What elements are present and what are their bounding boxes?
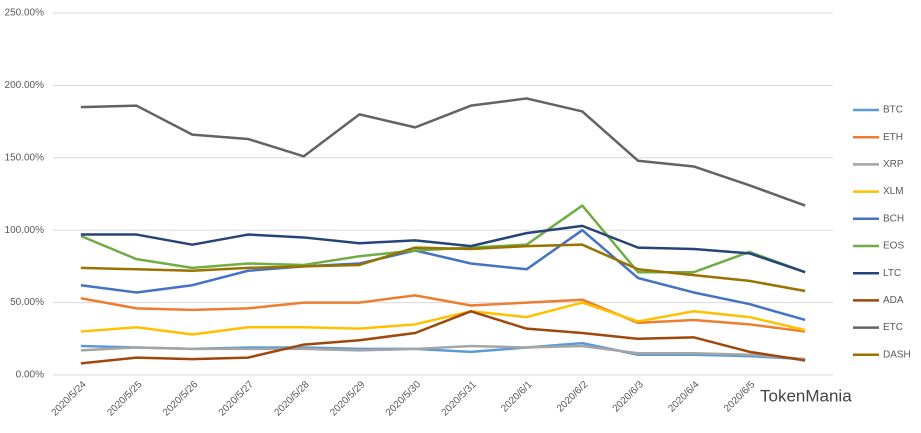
- series-line: [80, 341, 806, 361]
- legend-label: XLM: [883, 186, 904, 197]
- x-tick-label: 2020/6/4: [666, 379, 702, 415]
- x-tick-label: 2020/5/26: [161, 379, 201, 419]
- x-tick-label: 2020/6/2: [555, 379, 591, 415]
- y-tick-label: 250.00%: [5, 8, 45, 19]
- x-tick-label: 2020/5/27: [217, 379, 257, 419]
- x-tick-label: 2020/6/1: [499, 379, 535, 415]
- y-tick-label: 150.00%: [5, 152, 45, 163]
- x-tick-label: 2020/5/30: [384, 379, 424, 419]
- series-line: [80, 228, 806, 322]
- legend-label: ETH: [883, 132, 903, 143]
- x-tick-label: 2020/5/28: [272, 379, 312, 419]
- x-tick-label: 2020/5/24: [50, 379, 90, 419]
- legend-label: BTC: [883, 105, 903, 116]
- watermark: TokenMania: [760, 386, 852, 405]
- series-line: [80, 294, 806, 333]
- legend-label: LTC: [883, 268, 901, 279]
- legend-label: BCH: [883, 213, 904, 224]
- series-line: [80, 204, 806, 274]
- x-tick-label: 2020/6/5: [722, 379, 758, 415]
- series-line: [80, 97, 806, 207]
- legend-label: XRP: [883, 159, 904, 170]
- legend-label: ADA: [883, 295, 904, 306]
- series-line: [80, 224, 806, 274]
- y-tick-label: 200.00%: [5, 80, 45, 91]
- series-line: [80, 344, 806, 361]
- x-tick-label: 2020/5/29: [328, 379, 368, 419]
- x-tick-label: 2020/5/31: [440, 379, 480, 419]
- y-tick-label: 100.00%: [5, 225, 45, 236]
- series-line: [80, 243, 806, 293]
- legend-label: ETC: [883, 322, 903, 333]
- y-tick-label: 50.00%: [10, 297, 44, 308]
- y-tick-label: 0.00%: [16, 370, 44, 381]
- legend-label: DASH: [883, 349, 911, 360]
- x-tick-label: 2020/6/3: [611, 379, 647, 415]
- series-line: [80, 301, 806, 336]
- x-tick-label: 2020/5/25: [105, 379, 145, 419]
- series-line: [80, 310, 806, 365]
- legend-label: EOS: [883, 241, 904, 252]
